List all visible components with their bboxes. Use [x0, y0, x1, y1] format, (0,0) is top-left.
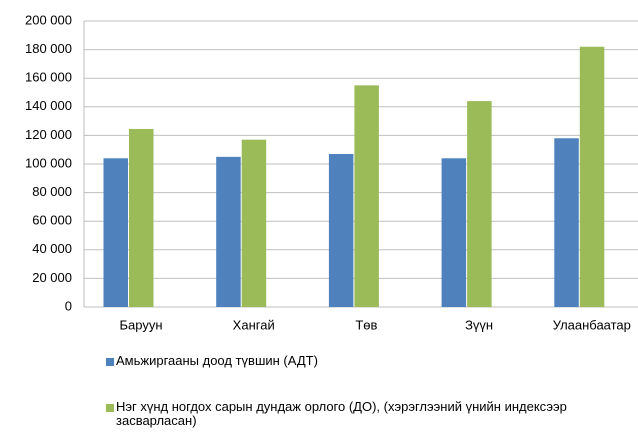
bar [241, 139, 267, 307]
x-tick-label: Зүүн [465, 317, 493, 332]
legend-entry: Амьжиргааны доод түвшин (АДТ) [106, 354, 586, 368]
legend-label: Амьжиргааны доод түвшин (АДТ) [116, 353, 318, 368]
bar [129, 128, 154, 307]
x-tick-label: Улаанбаатар [553, 317, 631, 332]
x-tick-label: Баруун [119, 317, 162, 332]
bar [103, 158, 128, 307]
y-tick-label: 180 000 [25, 41, 72, 56]
y-tick-label: 0 [65, 298, 72, 313]
legend-swatch [106, 358, 114, 366]
y-tick-label: 140 000 [25, 98, 72, 113]
bar [467, 101, 492, 307]
bar [216, 156, 241, 307]
bar [579, 46, 605, 308]
legend-label: Нэг хүнд ногдох сарын дундаж орлого (ДО)… [116, 399, 567, 428]
bar [554, 138, 579, 307]
legend-swatch [106, 404, 114, 412]
legend-entry: Нэг хүнд ногдох сарын дундаж орлого (ДО)… [106, 400, 586, 428]
y-tick-label: 80 000 [32, 184, 72, 199]
y-tick-label: 100 000 [25, 155, 72, 170]
bar [441, 158, 467, 307]
bar [354, 85, 379, 307]
y-tick-label: 160 000 [25, 70, 72, 85]
y-tick-label: 60 000 [32, 213, 72, 228]
y-tick-label: 200 000 [25, 12, 72, 27]
y-tick-label: 20 000 [32, 270, 72, 285]
y-tick-label: 120 000 [25, 127, 72, 142]
x-tick-label: Хангай [233, 317, 275, 332]
plot: 0 20 000 40 000 60 000 80 000 100 000 120 000 1… [25, 12, 638, 332]
bar [328, 153, 354, 307]
x-tick-label: Төв [355, 317, 377, 332]
y-tick-label: 40 000 [32, 241, 72, 256]
